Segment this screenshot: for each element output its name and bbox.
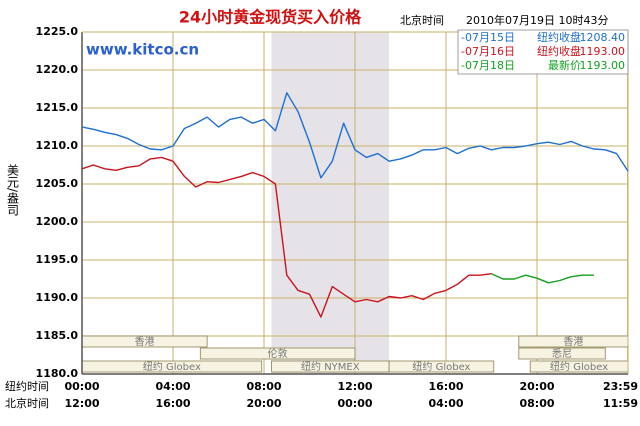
y-tick-label: 1190.0 xyxy=(36,291,79,304)
x2-tick-label: 20:00 xyxy=(246,397,281,410)
x2-tick-label: 04:00 xyxy=(428,397,463,410)
legend-note: 纽约收盘 xyxy=(537,44,581,58)
legend-value: 1193.00 xyxy=(580,59,626,72)
session-label: 纽约 Globex xyxy=(550,360,608,373)
x-tick-label: 04:00 xyxy=(155,380,190,393)
x-tick-label: 20:00 xyxy=(519,380,554,393)
y-tick-label: 1180.0 xyxy=(36,367,79,380)
y-tick-label: 1215.0 xyxy=(36,101,79,114)
x-tick-label: 00:00 xyxy=(64,380,99,393)
legend-name: -07月16日 xyxy=(461,45,515,58)
legend-name: -07月15日 xyxy=(461,31,515,44)
x2-tick-label: 12:00 xyxy=(64,397,99,410)
x2-tick-label: 16:00 xyxy=(155,397,190,410)
y-tick-label: 1185.0 xyxy=(36,329,79,342)
watermark: www.kitco.cn xyxy=(86,41,199,59)
price-line xyxy=(491,273,594,284)
chart-title: 24小时黄金现货买入价格 xyxy=(179,8,362,27)
x-tick-label: 23:59 xyxy=(603,380,638,393)
legend-value: 1208.40 xyxy=(580,31,626,44)
session-bar xyxy=(199,347,356,360)
session-label: 纽约 Globex xyxy=(143,360,201,373)
x2-tick-label: 08:00 xyxy=(519,397,554,410)
x2-row-label: 北京时间 xyxy=(5,396,49,410)
x-tick-label: 08:00 xyxy=(246,380,281,393)
session-bar xyxy=(388,360,495,373)
x-row-label: 纽约时间 xyxy=(5,379,49,393)
time-label: 北京时间 xyxy=(400,13,444,27)
y-tick-label: 1205.0 xyxy=(36,177,79,190)
x-tick-label: 16:00 xyxy=(428,380,463,393)
x-tick-label: 12:00 xyxy=(337,380,372,393)
y-tick-label: 1220.0 xyxy=(36,63,79,76)
session-label: 纽约 NYMEX xyxy=(301,360,360,373)
x2-tick-label: 11:59 xyxy=(603,397,638,410)
legend-box xyxy=(457,29,629,75)
y-tick-label: 1225.0 xyxy=(36,25,79,38)
nymex-shade xyxy=(271,32,390,374)
session-label: 香港 xyxy=(563,336,583,348)
session-label: 纽约 Globex xyxy=(412,360,470,373)
session-label: 香港 xyxy=(135,336,155,348)
session-bar xyxy=(518,347,606,360)
price-line xyxy=(81,156,492,318)
legend-note: 纽约收盘 xyxy=(537,30,581,44)
timestamp: 2010年07月19日 10时43分 xyxy=(466,13,608,27)
session-label: 伦敦 xyxy=(268,347,288,360)
y-tick-label: 1210.0 xyxy=(36,139,79,152)
price-line xyxy=(81,92,629,179)
legend-name: -07月18日 xyxy=(461,59,515,72)
x2-tick-label: 00:00 xyxy=(337,397,372,410)
y-tick-label: 1200.0 xyxy=(36,215,79,228)
session-label: 悉尼 xyxy=(552,348,572,360)
legend-value: 1193.00 xyxy=(580,45,626,58)
y-tick-label: 1195.0 xyxy=(36,253,79,266)
legend-note: 最新价 xyxy=(548,58,581,72)
y-axis-label: 美元/盎司 xyxy=(6,164,20,216)
